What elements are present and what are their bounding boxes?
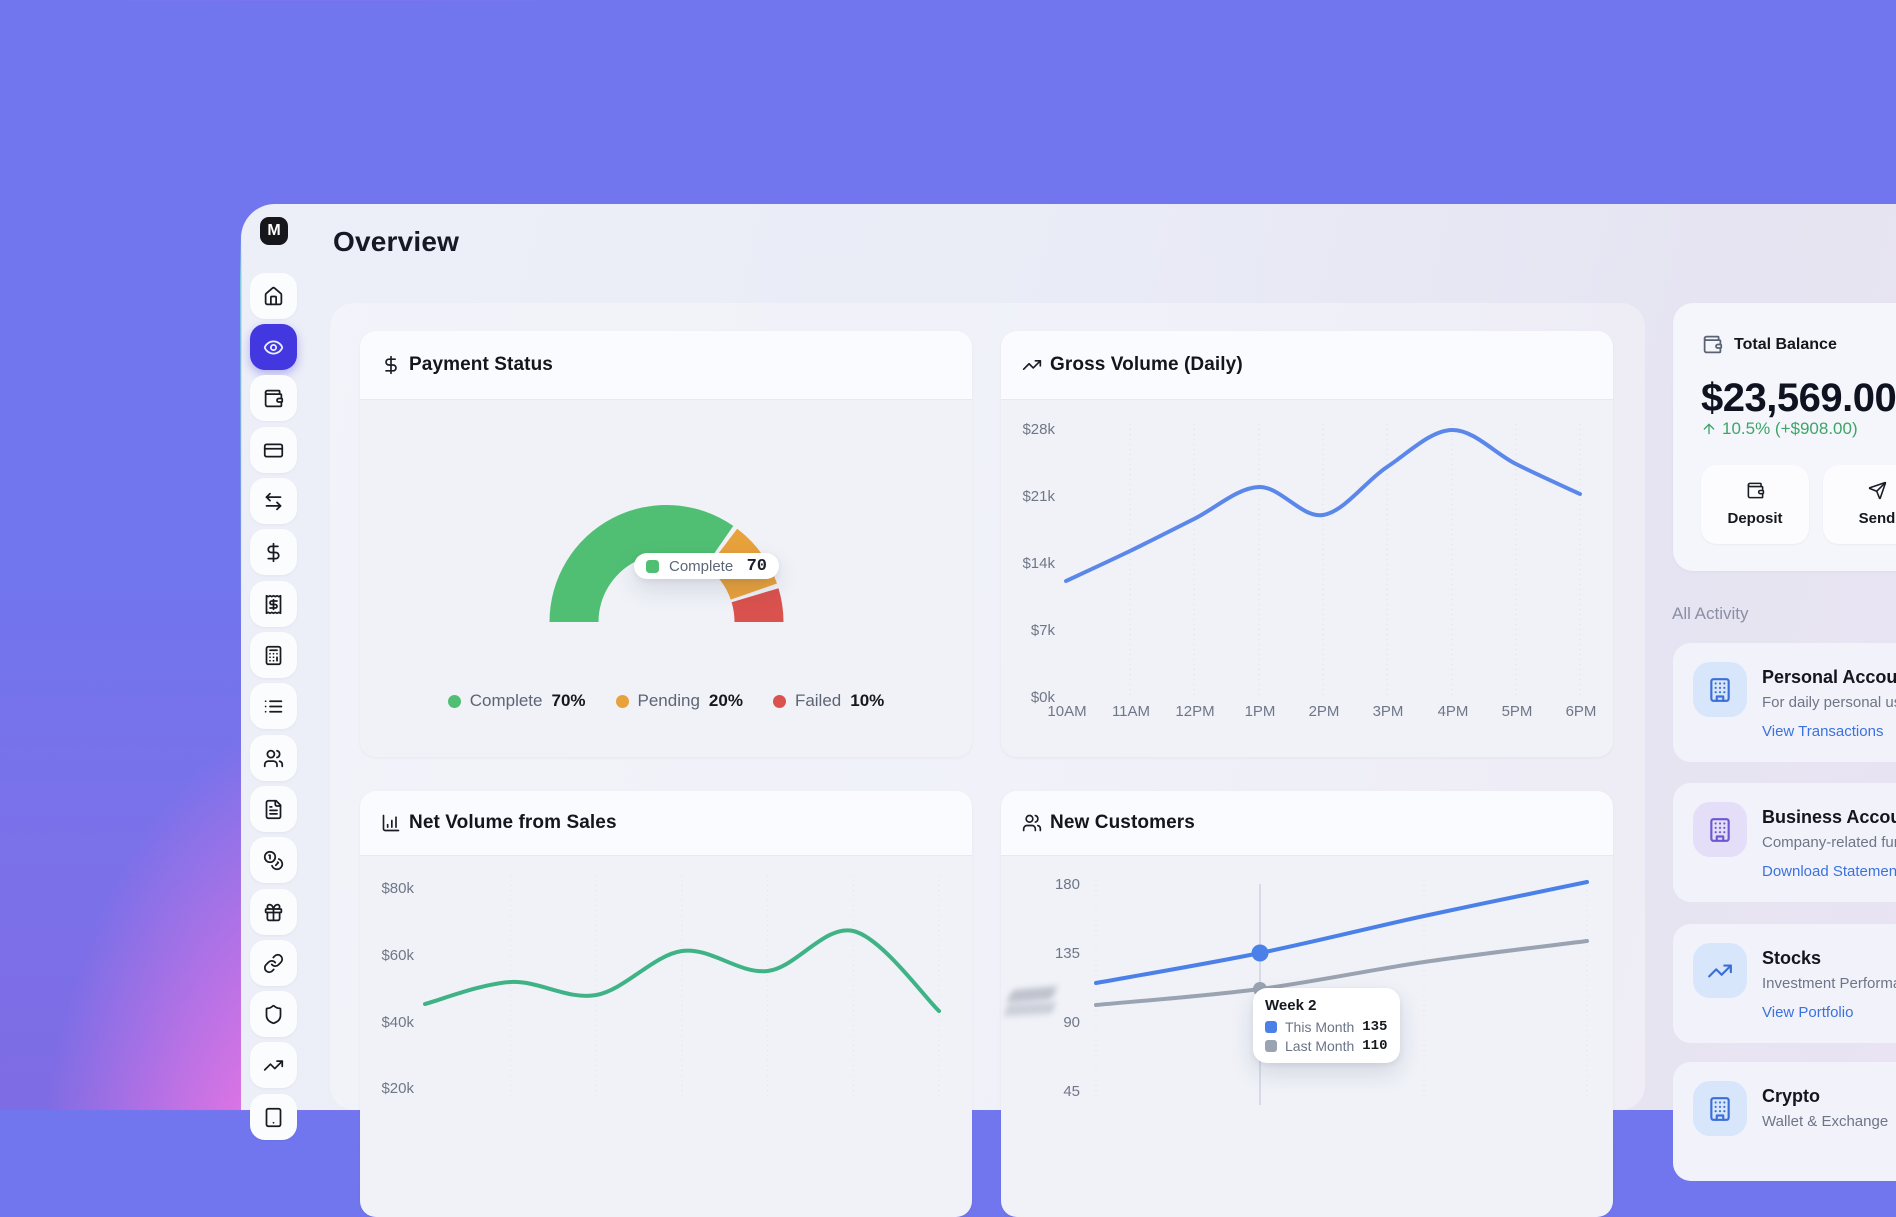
- svg-text:$21k: $21k: [1022, 488, 1055, 505]
- svg-text:$28k: $28k: [1022, 421, 1055, 438]
- svg-text:10AM: 10AM: [1047, 703, 1086, 720]
- svg-text:$60k: $60k: [381, 947, 414, 964]
- svg-text:$14k: $14k: [1022, 555, 1055, 572]
- svg-text:3PM: 3PM: [1373, 703, 1404, 720]
- svg-text:45: 45: [1063, 1083, 1080, 1100]
- svg-text:135: 135: [1055, 945, 1080, 962]
- svg-text:5PM: 5PM: [1502, 703, 1533, 720]
- svg-text:$40k: $40k: [381, 1014, 414, 1031]
- svg-text:6PM: 6PM: [1566, 703, 1597, 720]
- svg-text:11AM: 11AM: [1112, 703, 1150, 720]
- svg-text:2PM: 2PM: [1309, 703, 1340, 720]
- svg-text:1PM: 1PM: [1245, 703, 1276, 720]
- svg-text:90: 90: [1063, 1014, 1080, 1031]
- svg-text:$7k: $7k: [1031, 622, 1056, 639]
- svg-text:$80k: $80k: [381, 880, 414, 897]
- svg-text:180: 180: [1055, 876, 1080, 893]
- svg-text:$20k: $20k: [381, 1080, 414, 1097]
- svg-text:$0k: $0k: [1031, 689, 1056, 706]
- svg-text:12PM: 12PM: [1175, 703, 1214, 720]
- svg-text:4PM: 4PM: [1438, 703, 1469, 720]
